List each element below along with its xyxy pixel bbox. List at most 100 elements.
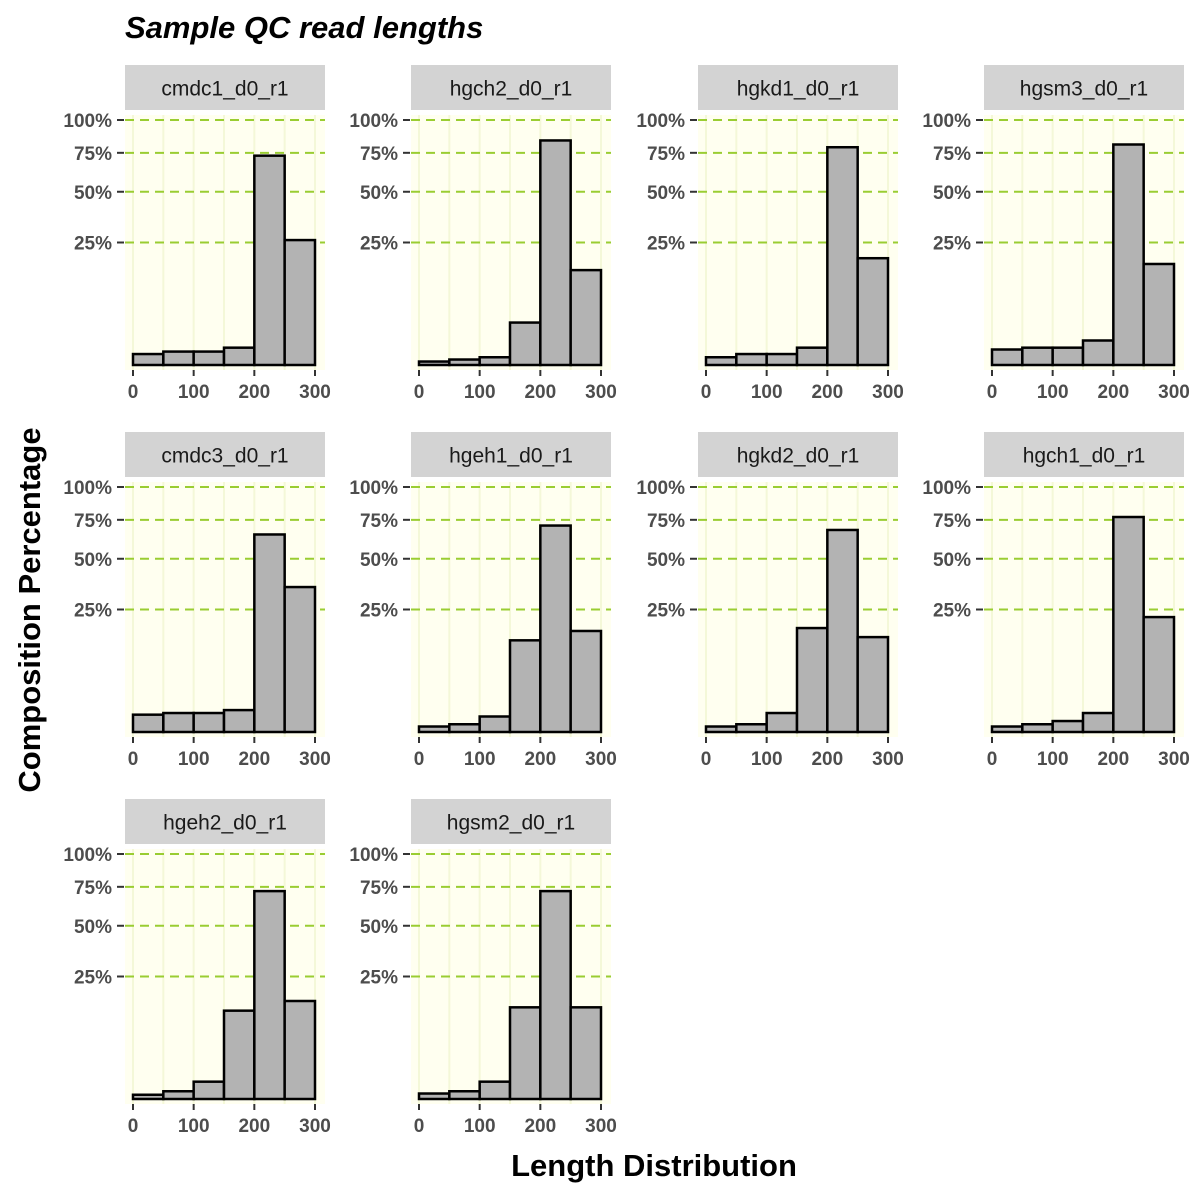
y-tick-label: 50% — [74, 550, 112, 571]
facet-panel: cmdc1_d0_r1 100% 75% 50% 25% 0 100 200 300 — [63, 65, 331, 403]
facet-strip — [698, 432, 898, 477]
y-tick-label: 25% — [74, 601, 112, 622]
histogram-bar — [826, 528, 859, 734]
histogram-bar — [131, 1093, 165, 1101]
y-tick-label: 50% — [647, 550, 685, 571]
facet-panel: cmdc3_d0_r1 100% 75% 50% 25% 0 100 200 300 — [63, 432, 331, 770]
x-tick-label: 100 — [751, 382, 783, 403]
histogram-bar — [539, 889, 572, 1101]
y-tick-label: 75% — [933, 144, 971, 165]
y-axis-title: Composition Percentage — [12, 427, 47, 793]
x-tick-label: 0 — [701, 749, 712, 770]
histogram-bar — [508, 1006, 542, 1101]
facet-strip-label: hgeh2_d0_r1 — [163, 812, 287, 835]
facet-panel: hgkd2_d0_r1 100% 75% 50% 25% 0 100 200 300 — [636, 432, 904, 770]
x-tick-label: 200 — [238, 1116, 270, 1137]
histogram-bar — [417, 725, 451, 734]
histogram-bar — [478, 715, 512, 734]
histogram-bar — [192, 1080, 226, 1101]
histogram-bar — [1021, 346, 1054, 367]
histogram-bar — [253, 533, 286, 734]
histogram-bar — [1112, 143, 1145, 367]
y-tick-label: 100% — [63, 111, 112, 132]
x-tick-label: 100 — [464, 382, 496, 403]
histogram-bar — [735, 723, 768, 734]
y-tick-label: 75% — [74, 144, 112, 165]
x-tick-label: 200 — [1097, 749, 1129, 770]
histogram-bar — [704, 725, 738, 734]
facet-strip — [984, 432, 1184, 477]
histogram-bar — [826, 145, 859, 367]
histogram-bar — [448, 1090, 481, 1101]
y-tick-label: 100% — [63, 478, 112, 499]
y-tick-label: 25% — [74, 968, 112, 989]
x-tick-label: 300 — [299, 749, 331, 770]
facet-panel: hgch2_d0_r1 100% 75% 50% 25% 0 100 200 300 — [349, 65, 617, 403]
histogram-bar — [448, 358, 481, 367]
histogram-bar — [990, 725, 1024, 734]
histogram-bar — [1142, 262, 1176, 367]
histogram-bar — [1112, 515, 1145, 734]
y-tick-label: 75% — [74, 878, 112, 899]
y-tick-label: 75% — [647, 511, 685, 532]
x-tick-label: 300 — [1158, 382, 1190, 403]
x-tick-label: 100 — [1037, 749, 1069, 770]
y-tick-label: 100% — [922, 478, 971, 499]
x-tick-label: 300 — [585, 382, 617, 403]
x-tick-label: 300 — [299, 1116, 331, 1137]
histogram-bar — [222, 708, 256, 734]
histogram-bar — [131, 713, 165, 734]
histogram-bar — [704, 356, 738, 367]
histogram-bar — [283, 238, 317, 367]
y-tick-label: 100% — [922, 111, 971, 132]
y-tick-label: 75% — [360, 144, 398, 165]
x-tick-label: 0 — [987, 382, 998, 403]
histogram-bar — [417, 1092, 451, 1101]
y-tick-label: 75% — [647, 144, 685, 165]
histogram-bar — [478, 1080, 512, 1101]
y-tick-label: 100% — [349, 111, 398, 132]
x-tick-label: 100 — [1037, 382, 1069, 403]
histogram-bar — [162, 711, 195, 734]
y-tick-label: 50% — [360, 917, 398, 938]
x-tick-label: 300 — [872, 382, 904, 403]
facet-panel: hgsm2_d0_r1 100% 75% 50% 25% 0 100 200 300 — [349, 799, 617, 1137]
x-tick-label: 0 — [128, 1116, 139, 1137]
y-tick-label: 50% — [74, 917, 112, 938]
histogram-bar — [1081, 711, 1115, 734]
y-tick-label: 50% — [74, 183, 112, 204]
facet-strip — [125, 65, 325, 110]
x-axis-title: Length Distribution — [511, 1148, 797, 1183]
histogram-bar — [508, 321, 542, 367]
x-tick-label: 100 — [178, 382, 210, 403]
histogram-bar — [795, 346, 829, 367]
x-tick-label: 300 — [585, 749, 617, 770]
facet-panel: hgsm3_d0_r1 100% 75% 50% 25% 0 100 200 300 — [922, 65, 1190, 403]
x-tick-label: 0 — [414, 749, 425, 770]
y-tick-label: 50% — [360, 550, 398, 571]
facet-strip-label: hgeh1_d0_r1 — [449, 445, 573, 468]
facet-strip — [125, 799, 325, 844]
facet-strip — [125, 432, 325, 477]
y-tick-label: 100% — [349, 845, 398, 866]
y-tick-label: 75% — [360, 511, 398, 532]
histogram-bar — [417, 360, 451, 367]
x-tick-label: 200 — [811, 749, 843, 770]
chart-title: Sample QC read lengths — [125, 10, 484, 45]
facet-strip-label: cmdc3_d0_r1 — [161, 445, 288, 468]
x-tick-label: 0 — [414, 1116, 425, 1137]
y-tick-label: 75% — [360, 878, 398, 899]
histogram-bar — [1051, 719, 1085, 734]
x-tick-label: 300 — [299, 382, 331, 403]
y-tick-label: 25% — [933, 234, 971, 255]
y-tick-label: 25% — [933, 601, 971, 622]
y-tick-label: 100% — [636, 478, 685, 499]
y-tick-label: 100% — [63, 845, 112, 866]
histogram-bar — [990, 348, 1024, 367]
y-tick-label: 50% — [933, 550, 971, 571]
histogram-bar — [765, 352, 799, 367]
facet-strip — [984, 65, 1184, 110]
x-tick-label: 200 — [1097, 382, 1129, 403]
histogram-bar — [508, 639, 542, 734]
x-tick-label: 100 — [751, 749, 783, 770]
